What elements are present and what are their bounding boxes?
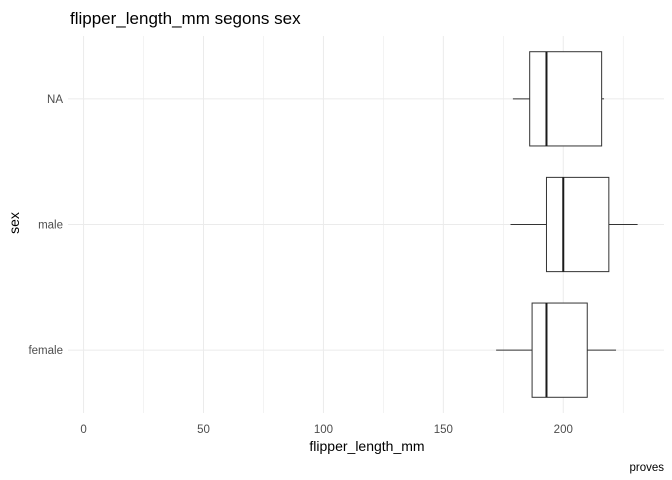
y-tick-label: male	[38, 220, 63, 232]
x-tick-label: 0	[80, 424, 86, 436]
box-female	[496, 302, 617, 398]
box-iqr	[531, 302, 588, 398]
y-tick-label: NA	[47, 94, 63, 106]
x-tick-label: 150	[434, 424, 453, 436]
y-axis-title: sex	[6, 212, 22, 234]
box-iqr	[529, 51, 603, 147]
tick-labels: 0 50 100 150 200 female male NA	[28, 94, 572, 436]
chart-caption: proves	[629, 462, 664, 474]
box-male	[510, 176, 638, 273]
y-tick-label: female	[28, 345, 63, 357]
x-axis-title: flipper_length_mm	[309, 438, 424, 454]
box-NA	[512, 51, 605, 147]
x-tick-label: 50	[197, 424, 210, 436]
box-iqr	[545, 176, 610, 273]
chart-title: flipper_length_mm segons sex	[70, 9, 301, 28]
box-series	[496, 51, 638, 398]
x-tick-label: 200	[554, 424, 573, 436]
x-tick-label: 100	[314, 424, 333, 436]
